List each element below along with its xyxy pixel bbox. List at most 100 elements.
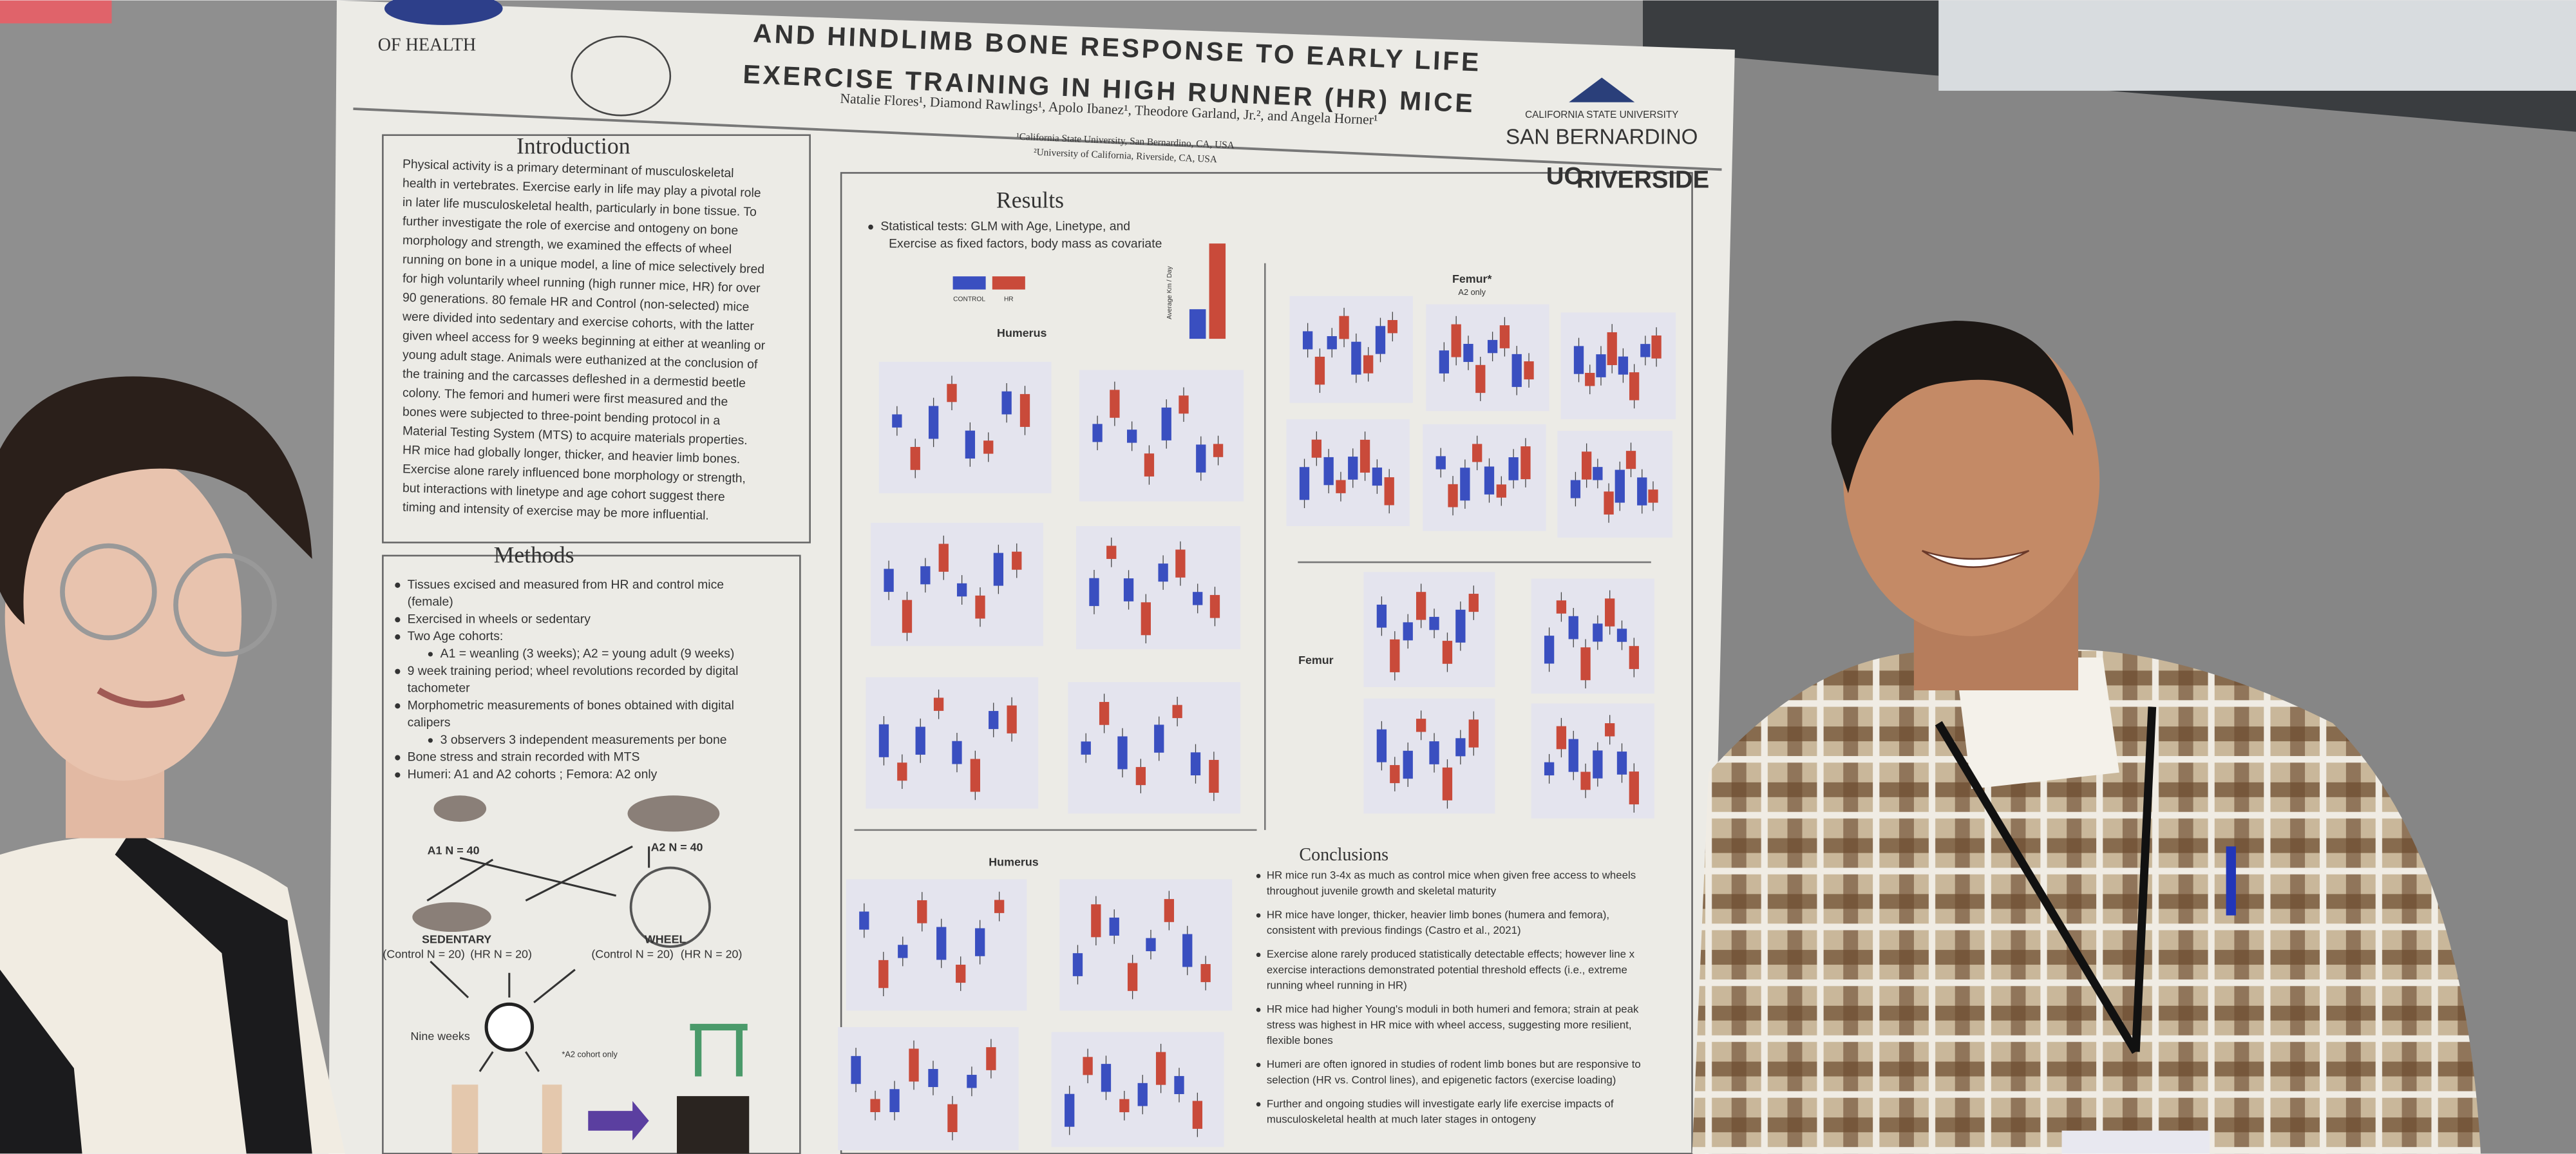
box xyxy=(1648,489,1658,503)
backpack-strap xyxy=(115,829,312,1154)
glasses xyxy=(173,553,277,657)
bullet xyxy=(428,652,433,657)
diagram-label: (HR N = 20) xyxy=(681,947,743,960)
box xyxy=(1109,917,1119,936)
box xyxy=(1179,395,1189,414)
box xyxy=(1164,899,1175,922)
box xyxy=(967,1075,977,1088)
box xyxy=(1605,598,1615,627)
box xyxy=(870,1099,880,1112)
panel-label: Femur xyxy=(1298,654,1334,667)
bullet xyxy=(395,703,401,709)
box xyxy=(897,762,907,781)
box xyxy=(1175,549,1186,578)
box xyxy=(1451,324,1461,357)
methods-line: 9 week training period; wheel revolution… xyxy=(408,664,739,678)
box xyxy=(1327,336,1337,350)
conclusion-line: Humeri are often ignored in studies of r… xyxy=(1267,1058,1641,1070)
bullet xyxy=(395,617,401,623)
bone-photo xyxy=(677,1096,750,1154)
box xyxy=(1081,741,1091,755)
box xyxy=(1403,622,1413,641)
conclusion-line: HR mice have longer, thicker, heavier li… xyxy=(1267,909,1609,921)
backpack-strap xyxy=(0,969,82,1154)
methods-line: Morphometric measurements of bones obtai… xyxy=(408,698,734,712)
box xyxy=(1196,444,1206,473)
bullet xyxy=(395,582,401,588)
box xyxy=(1193,592,1203,605)
box xyxy=(1190,752,1201,776)
panel-label: Humerus xyxy=(997,326,1046,339)
box xyxy=(1581,451,1592,480)
bullet xyxy=(1256,1063,1261,1067)
box xyxy=(1209,594,1220,618)
bullet xyxy=(1256,913,1261,918)
clock-icon xyxy=(484,1002,535,1052)
box xyxy=(1439,350,1449,374)
box xyxy=(1442,641,1453,664)
bone-icon xyxy=(542,1084,562,1154)
box xyxy=(1351,341,1361,375)
box xyxy=(1640,344,1651,357)
box xyxy=(1607,332,1617,365)
panel-label: Humerus xyxy=(989,856,1038,869)
box xyxy=(947,1104,958,1133)
box xyxy=(989,711,999,730)
box xyxy=(902,600,913,633)
box xyxy=(986,1047,996,1070)
box xyxy=(933,697,944,711)
box xyxy=(1137,1083,1148,1106)
box xyxy=(1593,623,1603,642)
box xyxy=(1089,578,1099,607)
box xyxy=(1376,729,1387,762)
box xyxy=(1123,578,1134,601)
box xyxy=(1099,702,1110,725)
box xyxy=(952,741,962,764)
bullet xyxy=(395,772,401,778)
box xyxy=(1496,484,1506,498)
box xyxy=(1484,466,1495,495)
window xyxy=(1938,0,2576,91)
box xyxy=(909,1048,919,1082)
box xyxy=(1101,1064,1112,1092)
mouse-sketch xyxy=(571,35,672,117)
box xyxy=(1155,1052,1166,1085)
woman xyxy=(0,376,345,1154)
box xyxy=(1429,741,1439,764)
box xyxy=(1323,457,1334,486)
bullet xyxy=(1256,952,1261,958)
mouse xyxy=(627,795,720,832)
section-heading: Conclusions xyxy=(1299,845,1388,865)
box xyxy=(1299,467,1310,500)
box xyxy=(1596,354,1606,377)
box xyxy=(1487,339,1498,354)
box xyxy=(1468,594,1479,612)
box xyxy=(1442,767,1453,800)
box xyxy=(1161,407,1171,440)
box xyxy=(910,447,920,470)
box xyxy=(1127,430,1137,443)
box xyxy=(1144,453,1155,477)
diagram-label: Nine weeks xyxy=(411,1030,470,1043)
box xyxy=(1200,964,1211,983)
box xyxy=(1604,491,1614,515)
header-rule xyxy=(353,108,1722,171)
box xyxy=(1141,602,1151,636)
methods-box xyxy=(382,554,801,1154)
box xyxy=(1629,771,1639,805)
conclusion-line: running wheel running in HR) xyxy=(1267,979,1407,992)
box xyxy=(1387,319,1397,334)
box xyxy=(851,1055,861,1084)
box xyxy=(1172,705,1182,719)
conclusion-line: musculoskeletal health at much later sta… xyxy=(1267,1113,1537,1126)
box xyxy=(1065,1093,1075,1127)
box xyxy=(1568,616,1578,639)
box xyxy=(1618,356,1629,375)
box xyxy=(1083,1057,1093,1075)
box xyxy=(878,960,889,988)
box xyxy=(898,945,908,958)
box xyxy=(1007,705,1017,733)
box xyxy=(1019,393,1030,427)
methods-line: Humeri: A1 and A2 cohorts ; Femora: A2 o… xyxy=(408,768,658,782)
box xyxy=(1375,326,1386,354)
